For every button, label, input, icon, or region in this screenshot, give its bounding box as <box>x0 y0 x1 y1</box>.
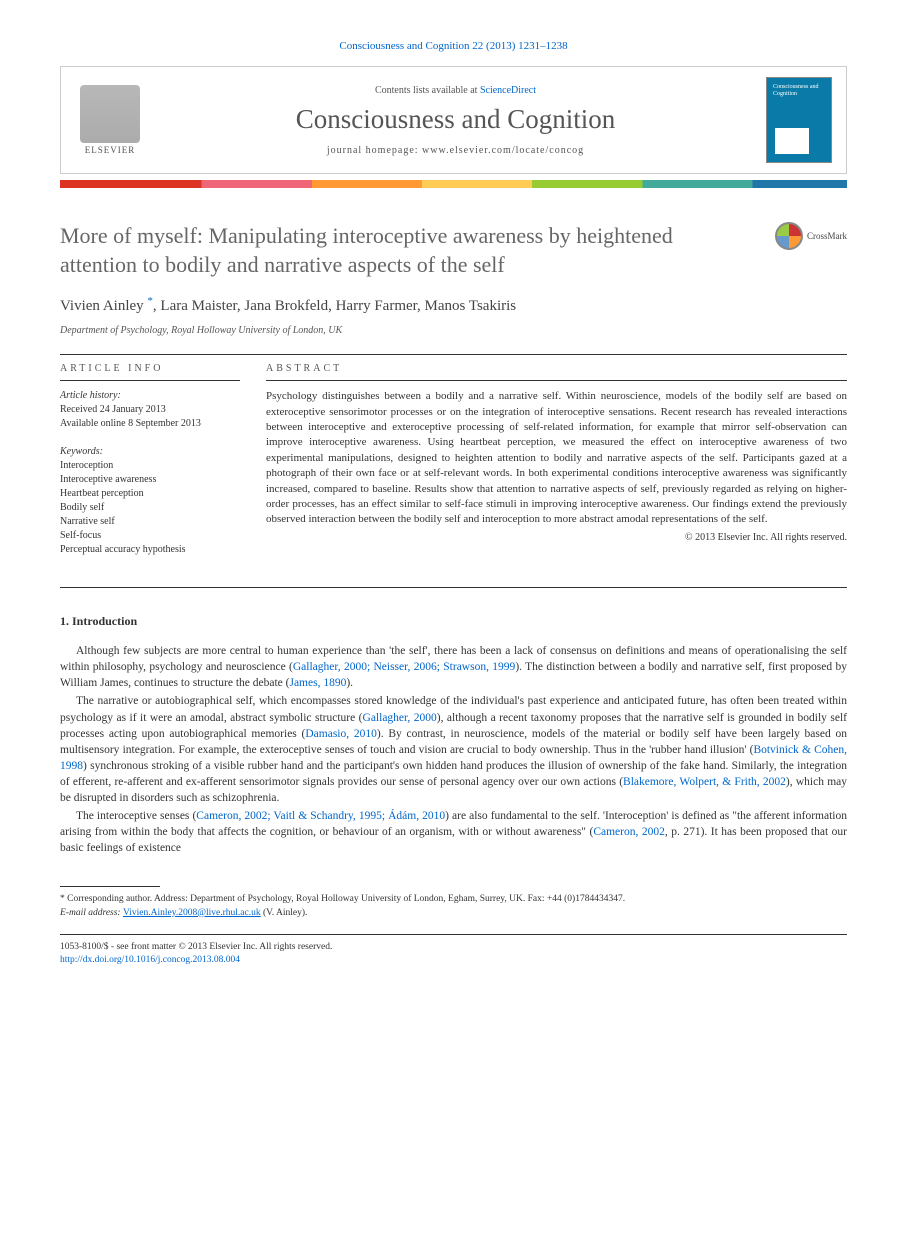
homepage-line: journal homepage: www.elsevier.com/locat… <box>145 145 766 156</box>
keyword: Interoceptive awareness <box>60 473 240 487</box>
crossmark-label: CrossMark <box>807 231 847 241</box>
citation-link[interactable]: Gallagher, 2000; Neisser, 2006; Strawson… <box>293 661 515 673</box>
contents-line: Contents lists available at ScienceDirec… <box>145 85 766 96</box>
abstract-copyright: © 2013 Elsevier Inc. All rights reserved… <box>266 532 847 543</box>
email-suffix: (V. Ainley). <box>261 908 308 918</box>
authors-line: Vivien Ainley *, Lara Maister, Jana Brok… <box>60 295 847 315</box>
journal-cover-thumbnail: Consciousness and Cognition <box>766 77 832 163</box>
article-history: Article history: Received 24 January 201… <box>60 389 240 431</box>
citation-link[interactable]: Gallagher, 2000 <box>363 712 437 724</box>
citation-link[interactable]: Cameron, 2002 <box>593 826 665 838</box>
cover-title: Consciousness and Cognition <box>773 84 825 97</box>
journal-header: ELSEVIER Contents lists available at Sci… <box>60 66 847 174</box>
journal-name: Consciousness and Cognition <box>145 104 766 135</box>
homepage-url: www.elsevier.com/locate/concog <box>422 145 584 156</box>
keyword: Self-focus <box>60 529 240 543</box>
text-run: The interoceptive senses ( <box>76 810 196 822</box>
paragraph: The interoceptive senses (Cameron, 2002;… <box>60 808 847 856</box>
elsevier-tree-icon <box>80 85 140 143</box>
crossmark-icon <box>775 222 803 250</box>
article-info-label: ARTICLE INFO <box>60 355 240 381</box>
keywords-label: Keywords: <box>60 445 240 459</box>
paragraph: The narrative or autobiographical self, … <box>60 693 847 806</box>
citation-link[interactable]: Damasio, 2010 <box>305 728 377 740</box>
email-label: E-mail address: <box>60 908 123 918</box>
keyword: Bodily self <box>60 501 240 515</box>
online-date: Available online 8 September 2013 <box>60 417 240 431</box>
section-heading-intro: 1. Introduction <box>60 614 847 629</box>
crossmark-badge[interactable]: CrossMark <box>775 222 847 250</box>
issn-line: 1053-8100/$ - see front matter © 2013 El… <box>60 941 847 954</box>
color-bar <box>60 180 847 188</box>
doi-link[interactable]: http://dx.doi.org/10.1016/j.concog.2013.… <box>60 955 240 965</box>
footnote-separator <box>60 886 160 887</box>
keywords-block: Keywords: Interoception Interoceptive aw… <box>60 445 240 557</box>
corr-author-text: * Corresponding author. Address: Departm… <box>60 893 847 906</box>
keyword: Interoception <box>60 459 240 473</box>
elsevier-label: ELSEVIER <box>85 145 136 155</box>
history-label: Article history: <box>60 389 240 403</box>
keyword: Perceptual accuracy hypothesis <box>60 543 240 557</box>
citation-link[interactable]: Cameron, 2002; Vaitl & Schandry, 1995; Á… <box>196 810 445 822</box>
paragraph: Although few subjects are more central t… <box>60 643 847 691</box>
authors-text: Vivien Ainley *, Lara Maister, Jana Brok… <box>60 298 516 314</box>
abstract-label: ABSTRACT <box>266 355 847 381</box>
citation-link[interactable]: Blakemore, Wolpert, & Frith, 2002 <box>623 776 786 788</box>
contents-prefix: Contents lists available at <box>375 85 480 96</box>
elsevier-logo: ELSEVIER <box>75 80 145 160</box>
body-text: Although few subjects are more central t… <box>60 643 847 856</box>
sciencedirect-link[interactable]: ScienceDirect <box>480 85 536 96</box>
citation-link[interactable]: James, 1890 <box>289 677 346 689</box>
keyword: Heartbeat perception <box>60 487 240 501</box>
received-date: Received 24 January 2013 <box>60 403 240 417</box>
keyword: Narrative self <box>60 515 240 529</box>
abstract-text: Psychology distinguishes between a bodil… <box>266 389 847 528</box>
footer-meta: 1053-8100/$ - see front matter © 2013 El… <box>60 941 847 968</box>
journal-reference: Consciousness and Cognition 22 (2013) 12… <box>60 40 847 52</box>
divider <box>60 587 847 588</box>
email-link[interactable]: Vivien.Ainley.2008@live.rhul.ac.uk <box>123 908 261 918</box>
footer-divider <box>60 934 847 935</box>
cover-graphic <box>775 128 809 154</box>
corresponding-author-footnote: * Corresponding author. Address: Departm… <box>60 893 847 920</box>
text-run: ). <box>346 677 353 689</box>
article-title: More of myself: Manipulating interocepti… <box>60 222 775 279</box>
homepage-prefix: journal homepage: <box>327 145 422 156</box>
affiliation: Department of Psychology, Royal Holloway… <box>60 325 847 336</box>
